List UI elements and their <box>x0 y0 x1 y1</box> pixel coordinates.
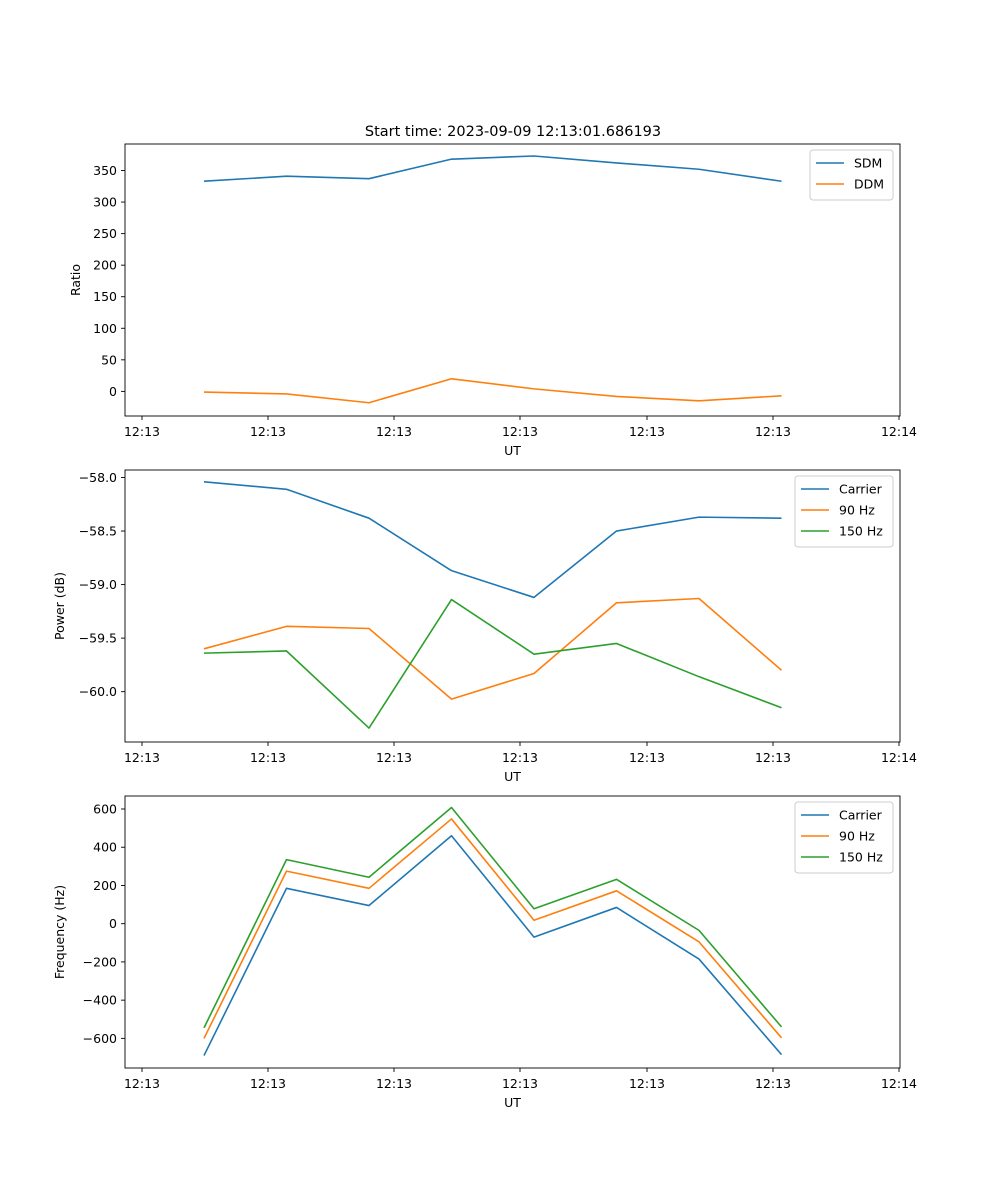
legend-box <box>794 801 894 874</box>
y-axis-label: Frequency (Hz) <box>52 885 67 979</box>
series-line-90-hz <box>203 597 783 700</box>
legend-label-carrier: Carrier <box>839 482 883 497</box>
y-tick-label: 350 <box>93 163 117 178</box>
axes-frame <box>124 143 901 417</box>
y-tick-label: −200 <box>83 954 117 969</box>
y-tick-label: 400 <box>93 840 117 855</box>
y-axis-label: Power (dB) <box>52 572 67 640</box>
series-line-150-hz <box>203 806 783 1029</box>
x-tick-label: 12:13 <box>376 750 412 765</box>
chart-panel-1: 12:13 12:13 12:13 12:13 12:13 12:13 12:14 0 50 10… <box>68 143 917 458</box>
x-tick-label: 12:13 <box>250 424 286 439</box>
y-tick-label: −59.0 <box>79 577 117 592</box>
x-axis-label: UT <box>504 443 521 458</box>
legend-label-90-hz: 90 Hz <box>839 829 875 844</box>
x-tick-label: 12:13 <box>629 750 665 765</box>
x-tick-label: 12:13 <box>250 750 286 765</box>
y-tick-label: 0 <box>109 916 117 931</box>
x-tick-label: 12:13 <box>755 750 791 765</box>
x-tick-label: 12:13 <box>502 1076 538 1091</box>
y-tick-label: −58.0 <box>79 470 117 485</box>
legend-label-carrier: Carrier <box>839 808 883 823</box>
chart-panel-3: 12:13 12:13 12:13 12:13 12:13 12:13 12:14 −600 −… <box>52 795 917 1110</box>
x-axis-label: UT <box>504 1095 521 1110</box>
x-tick-label: 12:14 <box>881 424 917 439</box>
y-tick-label: 300 <box>93 195 117 210</box>
x-tick-label: 12:13 <box>376 424 412 439</box>
legend-label-ddm: DDM <box>854 177 884 192</box>
x-tick-label: 12:13 <box>755 424 791 439</box>
y-tick-label: 0 <box>109 384 117 399</box>
y-tick-label: 200 <box>93 258 117 273</box>
x-tick-label: 12:13 <box>124 750 160 765</box>
y-tick-label: 50 <box>101 352 117 367</box>
y-tick-label: 600 <box>93 801 117 816</box>
chart-panel-2: 12:13 12:13 12:13 12:13 12:13 12:13 12:14 −60.0… <box>52 469 917 784</box>
x-tick-label: 12:13 <box>124 1076 160 1091</box>
legend-label-90-hz: 90 Hz <box>839 503 875 518</box>
x-axis-label: UT <box>504 769 521 784</box>
series-line-90-hz <box>203 818 783 1039</box>
figure-title: Start time: 2023-09-09 12:13:01.686193 <box>365 124 661 140</box>
x-tick-label: 12:13 <box>629 1076 665 1091</box>
y-tick-label: 150 <box>93 289 117 304</box>
x-tick-label: 12:13 <box>502 424 538 439</box>
y-tick-label: −400 <box>83 993 117 1008</box>
y-tick-label: −60.0 <box>79 684 117 699</box>
y-tick-label: −59.5 <box>79 631 117 646</box>
y-tick-label: −600 <box>83 1031 117 1046</box>
series-line-sdm <box>203 155 782 183</box>
x-tick-label: 12:13 <box>629 424 665 439</box>
y-tick-label: 100 <box>93 321 117 336</box>
legend-label-150-hz: 150 Hz <box>839 524 883 539</box>
y-tick-label: −58.5 <box>79 524 117 539</box>
axes-frame <box>124 469 901 743</box>
y-tick-label: 200 <box>93 878 117 893</box>
axes-frame <box>124 795 901 1069</box>
series-line-carrier <box>203 480 782 599</box>
x-tick-label: 12:13 <box>502 750 538 765</box>
x-tick-label: 12:13 <box>376 1076 412 1091</box>
series-line-carrier <box>203 834 783 1056</box>
legend-label-sdm: SDM <box>854 156 882 171</box>
legend-label-150-hz: 150 Hz <box>839 850 883 865</box>
series-line-150-hz <box>203 598 782 729</box>
y-tick-label: 250 <box>93 226 117 241</box>
x-tick-label: 12:13 <box>755 1076 791 1091</box>
y-axis-label: Ratio <box>68 264 83 296</box>
legend-box <box>794 475 894 548</box>
x-tick-label: 12:13 <box>250 1076 286 1091</box>
charts-container: 12:13 12:13 12:13 12:13 12:13 12:13 12:14 0 50 10… <box>52 143 917 1110</box>
x-tick-label: 12:13 <box>124 424 160 439</box>
series-line-ddm <box>203 377 782 404</box>
x-tick-label: 12:14 <box>881 1076 917 1091</box>
x-tick-label: 12:14 <box>881 750 917 765</box>
